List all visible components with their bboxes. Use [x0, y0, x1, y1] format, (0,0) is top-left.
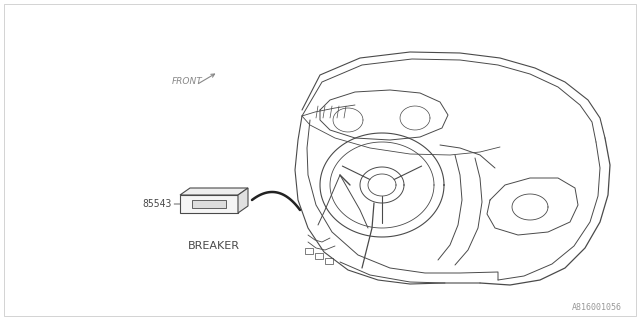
- Polygon shape: [180, 188, 248, 195]
- Bar: [325, 258, 333, 264]
- Bar: [315, 253, 323, 259]
- Text: A816001056: A816001056: [572, 303, 622, 312]
- Bar: [192, 200, 226, 208]
- Bar: [305, 248, 313, 254]
- Text: FRONT: FRONT: [172, 77, 203, 86]
- Text: 85543: 85543: [142, 199, 180, 209]
- Text: BREAKER: BREAKER: [188, 241, 240, 251]
- Polygon shape: [238, 188, 248, 213]
- Bar: [180, 195, 238, 213]
